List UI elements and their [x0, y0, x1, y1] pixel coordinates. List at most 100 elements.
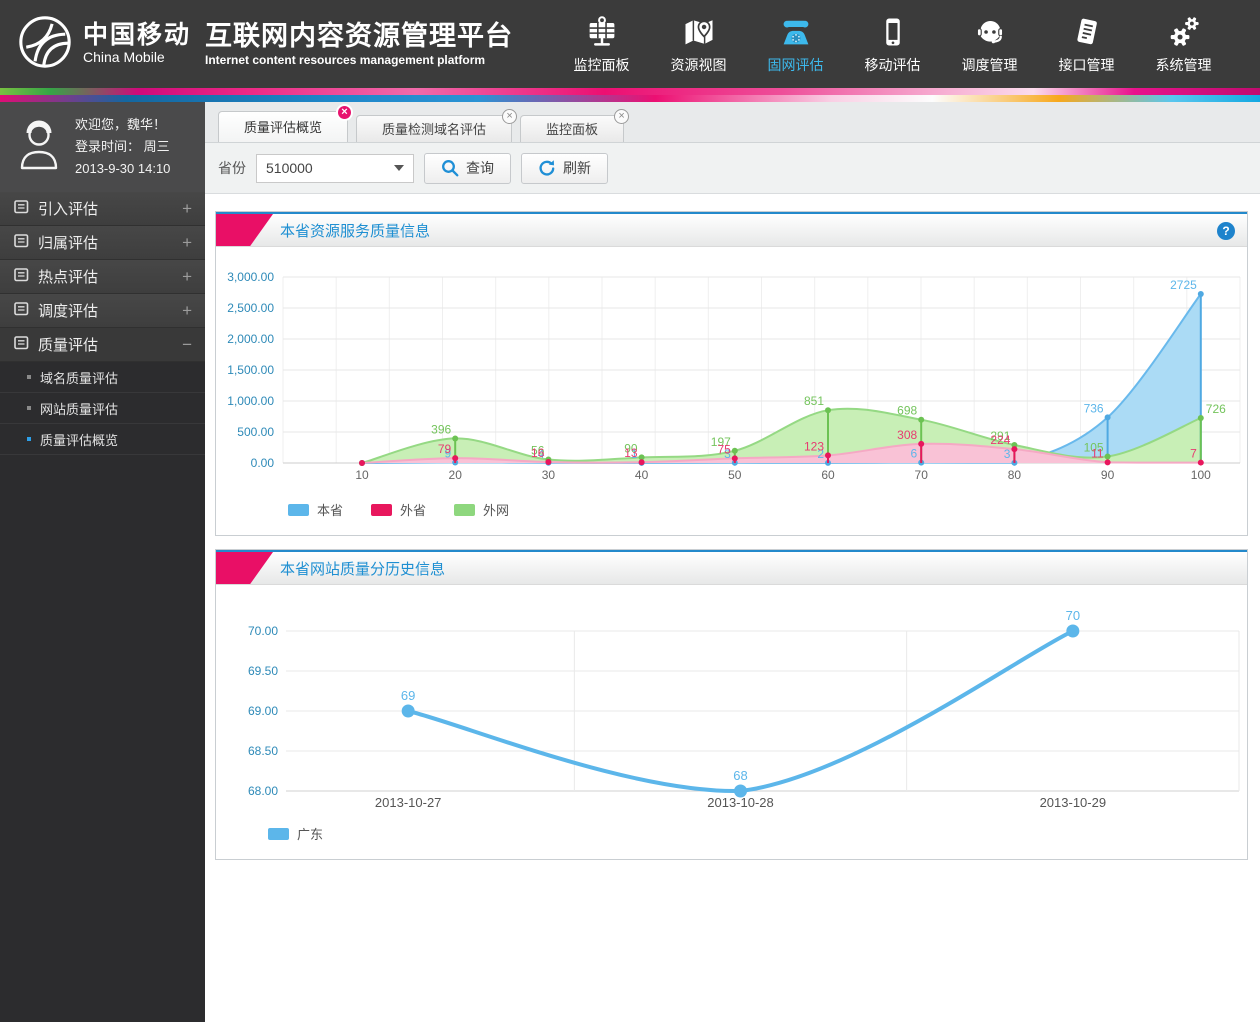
login-time-value: 2013-9-30 14:10	[75, 161, 171, 177]
svg-text:2013-10-29: 2013-10-29	[1040, 795, 1107, 810]
svg-text:68.50: 68.50	[248, 744, 278, 758]
close-icon[interactable]: ×	[336, 104, 354, 121]
nav-item-label: 接口管理	[1058, 56, 1115, 73]
tab-quality-domain-eval[interactable]: 质量检测域名评估 ×	[356, 109, 518, 142]
legend-item[interactable]: 外网	[454, 500, 509, 519]
nav-item-resource-view[interactable]: 资源视图	[650, 14, 747, 75]
svg-text:68.00: 68.00	[248, 784, 278, 798]
svg-text:851: 851	[804, 394, 824, 408]
search-icon	[441, 159, 459, 177]
tab-bar: 质量评估概览 × 质量检测域名评估 × 监控面板 ×	[205, 102, 1260, 143]
help-icon[interactable]: ?	[1217, 222, 1235, 240]
sidebar-subitem-label: 网站质量评估	[40, 401, 119, 417]
svg-text:69.50: 69.50	[248, 664, 278, 678]
user-avatar-icon	[13, 117, 65, 178]
legend-item[interactable]: 广东	[268, 824, 323, 843]
tab-label: 质量检测域名评估	[382, 122, 487, 137]
legend-label: 外省	[400, 503, 427, 518]
resource-view-icon	[681, 14, 717, 50]
chart-legend: 广东	[268, 824, 1247, 843]
svg-text:2013-10-27: 2013-10-27	[375, 795, 442, 810]
svg-text:11: 11	[1091, 446, 1104, 460]
nav-item-system-manage[interactable]: 系统管理	[1135, 14, 1232, 75]
legend-item[interactable]: 外省	[371, 500, 426, 519]
legend-swatch	[371, 503, 393, 516]
sidebar-item-label: 归属评估	[38, 235, 99, 252]
fixed-network-eval-icon	[778, 14, 814, 50]
login-time-label: 登录时间： 周三	[75, 138, 170, 154]
legend-label: 外网	[483, 503, 510, 518]
nav-item-interface-manage[interactable]: 接口管理	[1038, 14, 1135, 75]
platform-title-en: Internet content resources management pl…	[205, 52, 486, 67]
query-button[interactable]: 查询	[424, 152, 511, 184]
user-info-box: 欢迎您，魏华！ 登录时间： 周三 2013-9-30 14:10	[0, 102, 205, 192]
legend-label: 本省	[317, 503, 344, 518]
province-label: 省份	[218, 160, 246, 176]
nav-item-dispatch-manage[interactable]: 调度管理	[941, 14, 1038, 75]
expand-plus-icon[interactable]: +	[182, 267, 192, 286]
content-area: 本省资源服务质量信息 ? 0.00 500.00 1,000.00 1,500.00 2…	[205, 194, 1260, 1022]
sidebar-filler	[0, 455, 205, 1022]
sidebar-subitem-website-quality[interactable]: 网站质量评估	[0, 393, 205, 424]
svg-text:68: 68	[733, 768, 747, 783]
svg-text:2: 2	[817, 447, 824, 461]
svg-text:13: 13	[624, 446, 638, 460]
svg-text:79: 79	[438, 442, 452, 456]
sidebar: 欢迎您，魏华！ 登录时间： 周三 2013-9-30 14:10 引入评估 + …	[0, 102, 205, 1022]
top-nav: 监控面板 资源视图	[553, 14, 1260, 75]
document-icon	[14, 335, 29, 354]
expand-plus-icon[interactable]: +	[182, 301, 192, 320]
nav-item-label: 监控面板	[573, 56, 630, 73]
svg-text:100: 100	[1191, 468, 1211, 482]
welcome-text: 欢迎您，魏华！	[75, 116, 167, 132]
svg-text:736: 736	[1084, 401, 1104, 415]
svg-text:2725: 2725	[1170, 278, 1197, 292]
panel-title: 本省网站质量分历史信息	[280, 560, 446, 578]
svg-text:70: 70	[1066, 608, 1080, 623]
pink-flag-decoration	[216, 214, 273, 246]
svg-text:40: 40	[635, 468, 649, 482]
svg-text:20: 20	[449, 468, 463, 482]
collapse-minus-icon[interactable]: −	[182, 335, 192, 354]
tab-label: 质量评估概览	[244, 120, 323, 135]
line-chart-container: 68.00 68.50 69.00 69.50 70.00 2013-10-27 2013-…	[216, 585, 1247, 843]
svg-text:80: 80	[1008, 468, 1022, 482]
sidebar-item-hotspot-eval[interactable]: 热点评估 +	[0, 260, 205, 294]
refresh-button[interactable]: 刷新	[521, 152, 608, 184]
legend-swatch	[454, 503, 476, 516]
tab-quality-overview[interactable]: 质量评估概览 ×	[218, 104, 354, 142]
svg-text:698: 698	[897, 404, 917, 418]
sidebar-item-import-eval[interactable]: 引入评估 +	[0, 192, 205, 226]
nav-item-fixed-network-eval[interactable]: 固网评估	[747, 14, 844, 75]
close-icon[interactable]: ×	[614, 109, 630, 124]
panel-resource-quality: 本省资源服务质量信息 ? 0.00 500.00 1,000.00 1,500.00 2…	[215, 211, 1248, 536]
sidebar-item-quality-eval[interactable]: 质量评估 −	[0, 328, 205, 362]
svg-text:2,000.00: 2,000.00	[227, 332, 274, 346]
nav-item-mobile-eval[interactable]: 移动评估	[844, 14, 941, 75]
sidebar-subitem-quality-overview[interactable]: 质量评估概览	[0, 424, 205, 455]
close-icon[interactable]: ×	[502, 109, 518, 124]
legend-label: 广东	[297, 827, 324, 842]
svg-text:60: 60	[821, 468, 835, 482]
sidebar-item-belonging-eval[interactable]: 归属评估 +	[0, 226, 205, 260]
sidebar-item-dispatch-eval[interactable]: 调度评估 +	[0, 294, 205, 328]
svg-text:105: 105	[1084, 440, 1104, 454]
svg-text:90: 90	[624, 441, 638, 455]
expand-plus-icon[interactable]: +	[182, 199, 192, 218]
svg-text:50: 50	[728, 468, 742, 482]
nav-item-label: 移动评估	[864, 56, 921, 73]
svg-text:90: 90	[1101, 468, 1115, 482]
nav-item-monitor-panel[interactable]: 监控面板	[553, 14, 650, 75]
nav-item-label: 资源视图	[670, 56, 727, 73]
expand-plus-icon[interactable]: +	[182, 233, 192, 252]
svg-text:70.00: 70.00	[248, 624, 278, 638]
document-icon	[14, 199, 29, 218]
sidebar-subitem-domain-quality[interactable]: 域名质量评估	[0, 362, 205, 393]
svg-text:69: 69	[401, 688, 415, 703]
tab-monitor-panel[interactable]: 监控面板 ×	[520, 109, 630, 142]
svg-text:9: 9	[445, 446, 452, 460]
resource-quality-area-chart: 0.00 500.00 1,000.00 1,500.00 2,000.00 2,500.…	[227, 270, 1241, 482]
province-select[interactable]: 510000	[256, 153, 414, 183]
monitor-panel-icon	[584, 14, 620, 50]
legend-item[interactable]: 本省	[288, 500, 343, 519]
